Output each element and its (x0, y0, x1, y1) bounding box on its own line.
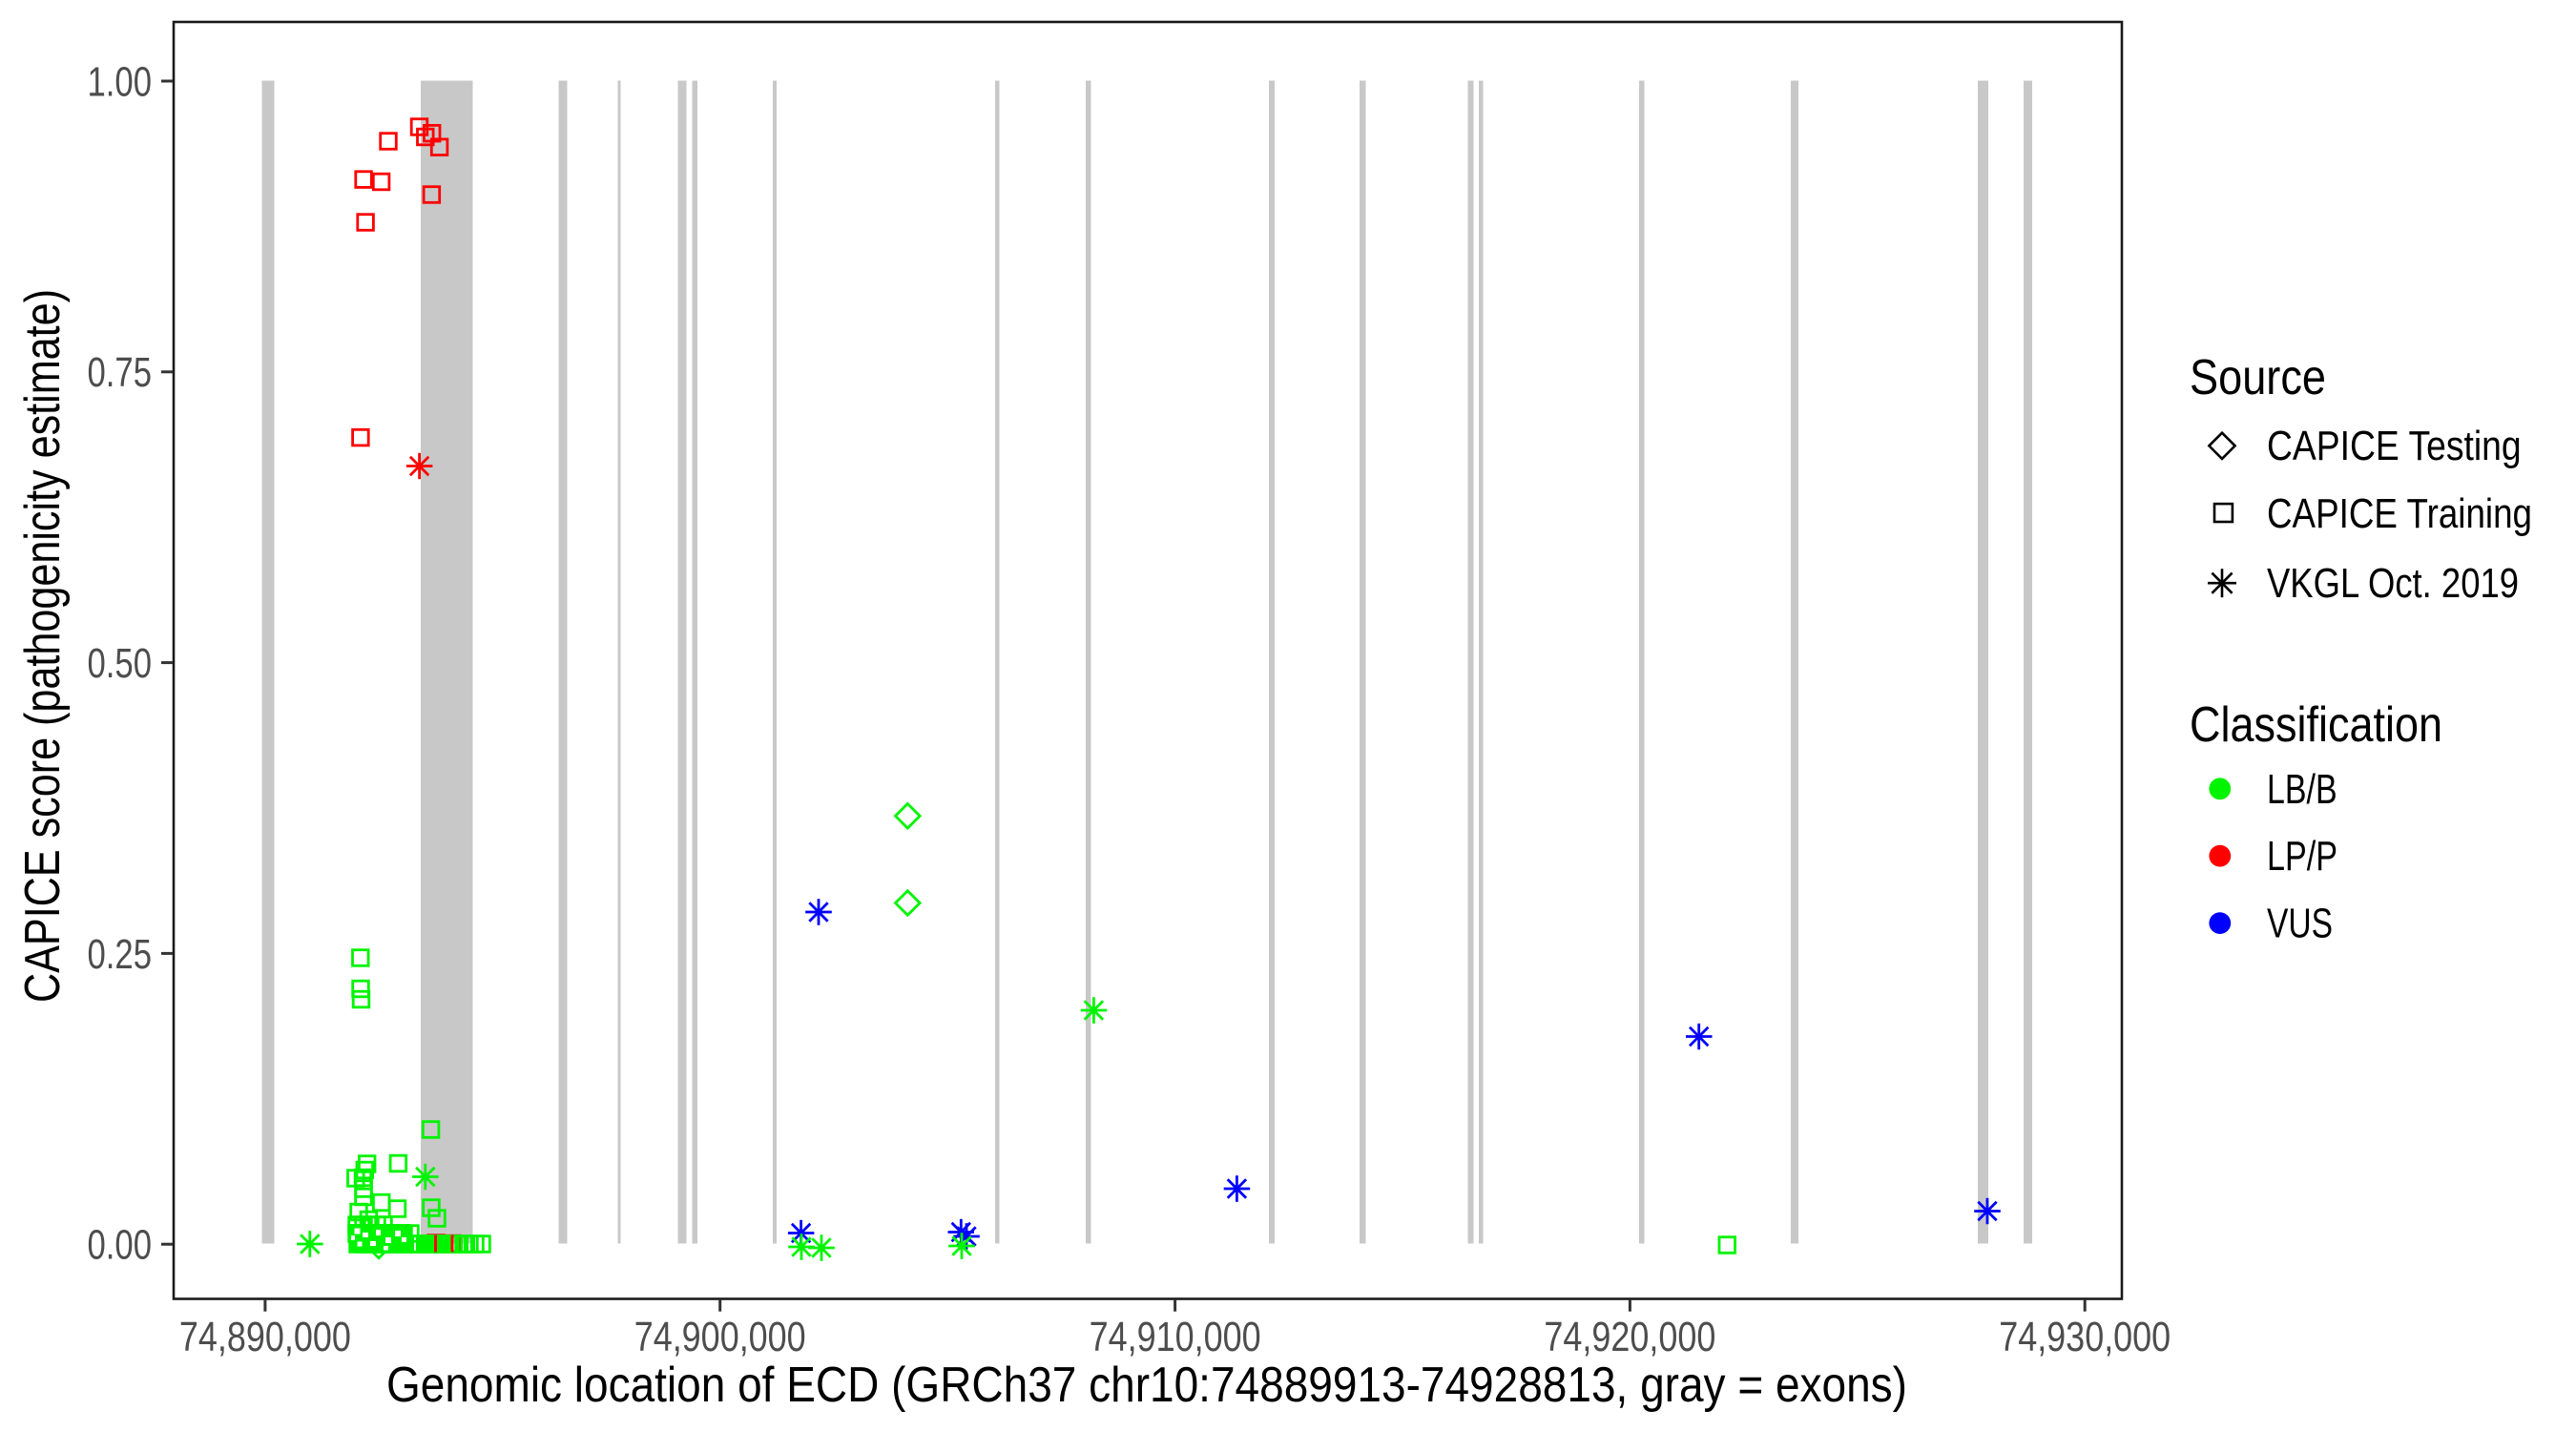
svg-text:VKGL Oct. 2019: VKGL Oct. 2019 (2267, 560, 2519, 607)
svg-text:Source: Source (2190, 350, 2326, 405)
svg-text:0.50: 0.50 (88, 640, 153, 687)
svg-text:CAPICE Training: CAPICE Training (2267, 490, 2532, 537)
svg-text:CAPICE score (pathogenicity es: CAPICE score (pathogenicity estimate) (15, 289, 71, 1003)
svg-text:74,910,000: 74,910,000 (1090, 1314, 1261, 1360)
svg-text:0.75: 0.75 (88, 349, 153, 396)
svg-text:74,900,000: 74,900,000 (634, 1314, 806, 1360)
svg-text:1.00: 1.00 (88, 58, 153, 105)
svg-text:0.25: 0.25 (88, 931, 153, 978)
svg-text:Classification: Classification (2190, 697, 2442, 753)
svg-text:LP/P: LP/P (2267, 833, 2337, 880)
svg-text:LB/B: LB/B (2267, 766, 2337, 813)
svg-text:VUS: VUS (2267, 901, 2333, 947)
svg-text:74,930,000: 74,930,000 (1999, 1314, 2171, 1360)
svg-text:74,890,000: 74,890,000 (179, 1314, 351, 1360)
svg-text:74,920,000: 74,920,000 (1544, 1314, 1715, 1360)
svg-text:0.00: 0.00 (88, 1222, 153, 1269)
svg-text:Genomic location of ECD (GRCh3: Genomic location of ECD (GRCh37 chr10:74… (386, 1358, 1907, 1413)
svg-text:CAPICE Testing: CAPICE Testing (2267, 423, 2522, 469)
